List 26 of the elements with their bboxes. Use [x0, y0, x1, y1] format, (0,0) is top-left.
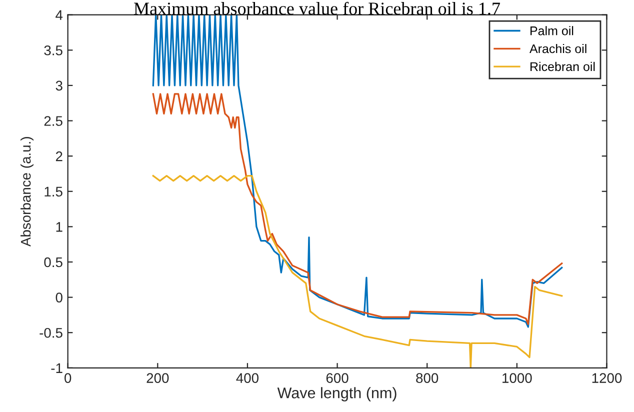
legend-label: Palm oil: [530, 26, 574, 36]
x-tick-label: 1200: [592, 373, 622, 383]
y-tick-label: 1.5: [44, 186, 62, 197]
y-tick-label: -1: [51, 363, 62, 373]
x-tick-label: 400: [236, 373, 259, 383]
y-tick-label: 2.5: [44, 116, 62, 126]
x-axis-title: Wave length (nm): [277, 387, 396, 402]
chart-title: Maximum absorbance value for Ricebran oil is 1.7: [134, 2, 500, 15]
legend-label: Arachis oil: [530, 44, 586, 54]
y-tick-label: 3: [56, 80, 62, 91]
x-tick-label: 600: [326, 373, 348, 383]
y-tick-label: 1: [56, 222, 62, 232]
x-tick-label: 1000: [502, 373, 532, 383]
y-axis-title: Absorbance (a.u.): [20, 137, 34, 247]
legend-label: Ricebran oil: [530, 62, 595, 72]
y-tick-label: 0.5: [44, 257, 62, 268]
y-tick-label: -0.5: [40, 328, 62, 338]
line-series: [152, 175, 563, 368]
x-tick-label: 800: [416, 373, 438, 383]
x-tick-label: 0: [64, 373, 72, 383]
y-tick-label: 0: [56, 292, 62, 302]
y-tick-label: 4: [56, 10, 63, 20]
x-tick-label: 200: [146, 373, 169, 383]
y-tick-label: 3.5: [44, 45, 62, 56]
y-tick-label: 2: [56, 151, 62, 162]
line-series: [152, 93, 563, 325]
